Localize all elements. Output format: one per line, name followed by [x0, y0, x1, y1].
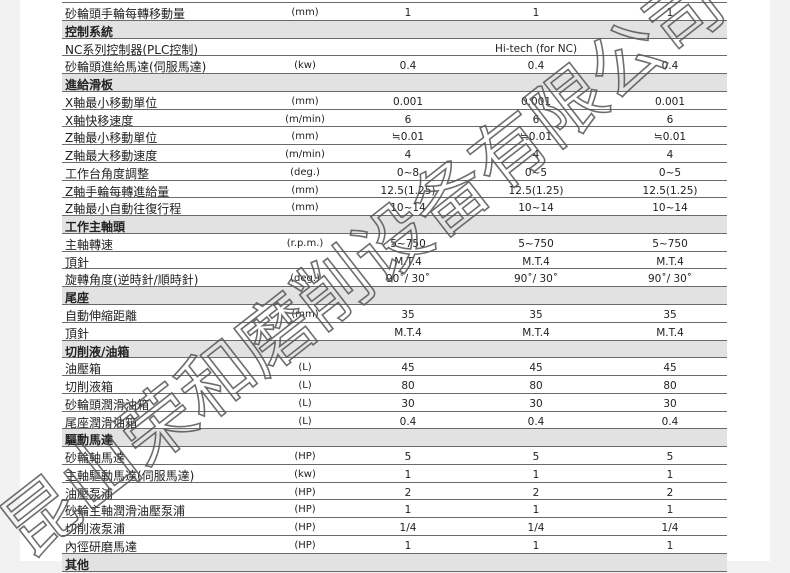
table-row: 主軸轉速 (r.p.m.) 5~750 5~750 5~750 — [62, 234, 727, 252]
spec-label: Z軸最大移動速度 — [65, 149, 158, 164]
table-row: 砂輪頭潤滑油箱 (L) 30 30 30 — [62, 394, 727, 412]
section-header-row: 切削液/油箱 — [62, 340, 727, 359]
table-row: 油壓泵浦 (HP) 2 2 2 — [62, 483, 727, 501]
spec-label: X軸快移速度 — [65, 113, 134, 128]
spec-label: 工作台角度調整 — [65, 166, 150, 181]
table-row: 旋轉角度(逆時針/順時針) (deg.) 90˚/ 30˚ 90˚/ 30˚ 90˚/ … — [62, 269, 727, 287]
spec-label: 砂輪主軸潤滑油壓泵浦 — [65, 504, 186, 519]
section-title: 其他 — [65, 557, 90, 572]
table-row: 自動伸縮距離 (mm) 35 35 35 — [62, 305, 727, 323]
spec-label: 砂輪頭潤滑油箱 — [65, 397, 150, 412]
section-header-row: 驅動馬達 — [62, 429, 727, 447]
table-row: 砂輪頭手輪每轉移動量 (mm) 1 1 1 — [62, 3, 727, 21]
spec-label: NC系列控制器(PLC控制) — [65, 42, 199, 57]
spec-label: 砂輪頭進給馬達(伺服馬達) — [65, 60, 207, 75]
table-row: 砂輪軸馬達 (HP) 5 5 5 — [62, 447, 727, 465]
spec-label: 旋轉角度(逆時針/順時針) — [65, 273, 199, 288]
table-row: Z軸最大移動速度 (m/min) 4 4 4 — [62, 145, 727, 163]
table-row: 切削液泵浦 (HP) 1/4 1/4 1/4 — [62, 518, 727, 536]
table-row: 主軸驅動馬達(伺服馬達) (kw) 1 1 1 — [62, 465, 727, 483]
spec-label: 油壓箱 — [65, 362, 102, 377]
section-header-row: 控制系統 — [62, 20, 727, 39]
section-title: 控制系統 — [65, 24, 114, 39]
table-row: 砂輪頭進給馬達(伺服馬達) (kw) 0.4 0.4 0.4 — [62, 56, 727, 74]
table-row: 切削液箱 (L) 80 80 80 — [62, 376, 727, 394]
table-row: 內徑研磨馬達 (HP) 1 1 1 — [62, 536, 727, 554]
section-header-row: 工作主軸頭 — [62, 216, 727, 234]
section-title: 驅動馬達 — [65, 433, 114, 448]
spec-label: Z軸手輪每轉進給量 — [65, 184, 170, 199]
table-row: X軸快移速度 (m/min) 6 6 6 — [62, 110, 727, 128]
section-title: 切削液/油箱 — [65, 344, 130, 359]
table-row: 油壓箱 (L) 45 45 45 — [62, 358, 727, 376]
table-row: X軸最小移動單位 (mm) 0.001 0.001 0.001 — [62, 92, 727, 110]
spec-label: X軸最小移動單位 — [65, 95, 158, 110]
table-row: Z軸手輪每轉進給量 (mm) 12.5(1.25) 12.5(1.25) 12.5(1.… — [62, 181, 727, 199]
table-row: Z軸最小自動往復行程 (mm) 10~14 10~14 10~14 — [62, 198, 727, 216]
section-title: 進給滑板 — [65, 78, 114, 93]
spec-label: Z軸最小自動往復行程 — [65, 202, 182, 217]
section-header-row: 其他 — [62, 553, 727, 572]
table-row: NC系列控制器(PLC控制) Hi-tech (for NC) — [62, 39, 727, 57]
table-row: 尾座潤滑油箱 (L) 0.4 0.4 0.4 — [62, 412, 727, 430]
spec-label: 頂針 — [65, 255, 90, 270]
spec-label: 砂輪頭手輪每轉移動量 — [65, 7, 186, 21]
spec-label: 切削液箱 — [65, 380, 114, 395]
spec-label: 主軸驅動馬達(伺服馬達) — [65, 468, 195, 483]
spec-label: 內徑研磨馬達 — [65, 539, 138, 554]
section-title: 工作主軸頭 — [65, 220, 126, 235]
table-top-border — [62, 2, 727, 3]
section-header-row: 進給滑板 — [62, 74, 727, 92]
page-panel — [20, 0, 770, 561]
spec-label: 頂針 — [65, 326, 90, 341]
spec-label: Z軸最小移動單位 — [65, 131, 158, 146]
spec-table: 砂輪頭手輪每轉移動量 (mm) 1 1 1 控制系統 NC系列控制器(PLC控制) Hi-te… — [62, 3, 727, 572]
table-row: Z軸最小移動單位 (mm) ≒0.01 ≒0.01 ≒0.01 — [62, 127, 727, 145]
table-row: 頂針 M.T.4 M.T.4 M.T.4 — [62, 252, 727, 270]
table-row: 砂輪主軸潤滑油壓泵浦 (HP) 1 1 1 — [62, 500, 727, 518]
spec-label: 油壓泵浦 — [65, 486, 114, 501]
spec-label: 砂輪軸馬達 — [65, 451, 126, 466]
table-row: 頂針 M.T.4 M.T.4 M.T.4 — [62, 323, 727, 341]
section-header-row: 尾座 — [62, 287, 727, 305]
section-title: 尾座 — [65, 291, 90, 306]
spec-label: 切削液泵浦 — [65, 522, 126, 537]
spec-label: 自動伸縮距離 — [65, 309, 138, 324]
spec-label: 主軸轉速 — [65, 237, 114, 252]
table-row: 工作台角度調整 (deg.) 0~8 0~5 0~5 — [62, 163, 727, 181]
spec-label: 尾座潤滑油箱 — [65, 415, 138, 430]
